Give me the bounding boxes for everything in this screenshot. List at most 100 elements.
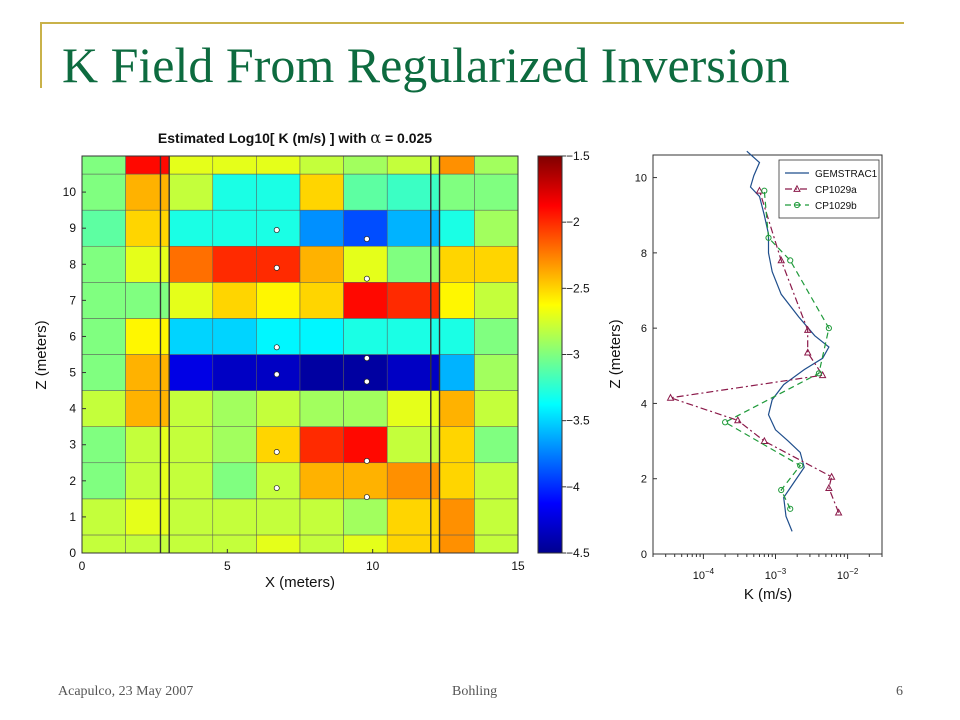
top-accent-line bbox=[40, 22, 904, 24]
profile-y-tick-label: 2 bbox=[641, 474, 647, 486]
heatmap-cell bbox=[125, 173, 161, 211]
colorbar-gradient bbox=[537, 155, 563, 554]
heatmap-cell bbox=[299, 498, 344, 536]
colorbar-tick-label: −3.5 bbox=[566, 414, 590, 428]
heatmap-cell bbox=[168, 462, 214, 500]
heatmap-cell bbox=[439, 282, 475, 319]
legend-marker-circle bbox=[793, 201, 801, 209]
colorbar: −1.5 −2 −2.5 −3 −3.5 −4 −4.5 bbox=[537, 149, 590, 560]
heatmap-frame bbox=[81, 155, 519, 554]
heatmap-cell bbox=[439, 462, 475, 500]
heatmap-cell bbox=[299, 390, 344, 427]
slide-title: K Field From Regularized Inversion bbox=[62, 37, 790, 93]
series-marker-triangle bbox=[827, 472, 836, 480]
series-marker-triangle bbox=[755, 186, 764, 194]
heatmap-cell bbox=[212, 426, 257, 464]
heatmap-cell bbox=[212, 390, 257, 427]
heatmap-cell bbox=[212, 155, 257, 175]
heatmap-cell bbox=[125, 282, 161, 319]
colorbar-tick-label: −4 bbox=[566, 480, 580, 494]
heatmap-title: Estimated Log10[ K (m/s) ] with α = 0.02… bbox=[158, 128, 432, 147]
heatmap-cell bbox=[168, 209, 214, 247]
heatmap-cell bbox=[212, 498, 257, 536]
series-marker-circle bbox=[787, 257, 794, 264]
heatmap-cell bbox=[343, 462, 388, 500]
heatmap-cell bbox=[386, 390, 432, 427]
profile-y-label: Z (meters) bbox=[607, 319, 624, 388]
heatmap-cell bbox=[212, 245, 257, 283]
borehole-point bbox=[363, 458, 370, 464]
tick-exponent: −4 bbox=[705, 567, 715, 576]
borehole-point bbox=[363, 494, 370, 501]
heatmap-cell bbox=[430, 173, 440, 211]
profile-y-tick-label: 4 bbox=[641, 398, 647, 410]
heatmap-title-prefix: Estimated Log10[ K (m/s) ] with bbox=[158, 130, 370, 146]
borehole-point bbox=[273, 264, 280, 271]
heatmap-cell bbox=[125, 354, 161, 391]
heatmap-cell bbox=[125, 245, 161, 283]
heatmap-cell bbox=[212, 282, 257, 319]
footer-location-date: Acapulco, 23 May 2007 bbox=[58, 684, 194, 699]
heatmap-cell bbox=[430, 426, 440, 464]
heatmap-cell bbox=[212, 209, 257, 247]
borehole-point bbox=[273, 344, 280, 351]
series-marker-circle bbox=[815, 370, 823, 377]
heatmap-cell bbox=[386, 173, 432, 211]
footer-author: Bohling bbox=[452, 684, 498, 699]
heatmap-cell bbox=[160, 426, 170, 464]
profile-series bbox=[666, 150, 843, 532]
heatmap-chart: 0 5 10 15 0 1 2 3 4 5 6 7 8 9 10 Estimated Log10[ K (… bbox=[33, 128, 525, 591]
heatmap-cell bbox=[439, 318, 475, 355]
left-accent-line bbox=[40, 22, 42, 88]
heatmap-cell bbox=[474, 534, 519, 554]
heatmap-x-tick-label: 0 bbox=[79, 559, 86, 573]
heatmap-cell bbox=[386, 245, 432, 283]
heatmap-cell bbox=[81, 155, 126, 175]
heatmap-cell bbox=[160, 173, 170, 211]
heatmap-cell bbox=[430, 498, 440, 536]
heatmap-cell bbox=[439, 245, 475, 283]
heatmap-cell bbox=[81, 173, 126, 211]
heatmap-cell bbox=[386, 426, 432, 464]
borehole-points bbox=[273, 227, 370, 501]
series-line bbox=[723, 190, 830, 510]
tick-exponent: −3 bbox=[777, 567, 787, 576]
heatmap-cell bbox=[386, 354, 432, 391]
heatmap-cell bbox=[212, 534, 257, 554]
series-line bbox=[746, 150, 830, 532]
series-marker-circle bbox=[722, 419, 729, 426]
heatmap-cell bbox=[168, 354, 214, 391]
heatmap-cell bbox=[474, 282, 519, 319]
heatmap-cell bbox=[343, 534, 388, 554]
heatmap-cell bbox=[474, 318, 519, 355]
heatmap-cell bbox=[125, 318, 161, 355]
heatmap-cell bbox=[299, 173, 344, 211]
borehole-point bbox=[273, 227, 280, 233]
series-marker-triangle bbox=[666, 393, 675, 401]
heatmap-cell bbox=[439, 498, 475, 536]
heatmap-cell bbox=[160, 318, 170, 355]
heatmap-cell bbox=[168, 173, 214, 211]
heatmap-cell bbox=[474, 209, 519, 247]
heatmap-cell bbox=[160, 462, 170, 500]
heatmap-cell bbox=[81, 282, 126, 319]
profile-x-tick-label: 10−2 bbox=[837, 567, 859, 582]
series-marker-triangle bbox=[733, 416, 742, 424]
heatmap-cell bbox=[256, 155, 301, 175]
heatmap-cell bbox=[343, 173, 388, 211]
heatmap-cell bbox=[160, 390, 170, 427]
heatmap-y-label: Z (meters) bbox=[33, 320, 50, 389]
heatmap-cell bbox=[256, 390, 301, 427]
profile-x-ticks: 10−4 10−3 10−2 bbox=[652, 554, 883, 582]
profile-y-tick-label: 10 bbox=[635, 173, 647, 185]
heatmap-cell bbox=[160, 209, 170, 247]
borehole-point bbox=[273, 485, 280, 491]
profile-x-label: K (m/s) bbox=[744, 586, 792, 603]
heatmap-cell bbox=[439, 209, 475, 247]
heatmap-cell bbox=[160, 282, 170, 319]
heatmap-cell bbox=[430, 155, 440, 175]
colorbar-tick-label: −1.5 bbox=[566, 149, 590, 163]
heatmap-cell bbox=[343, 390, 388, 427]
heatmap-cell bbox=[168, 534, 214, 554]
